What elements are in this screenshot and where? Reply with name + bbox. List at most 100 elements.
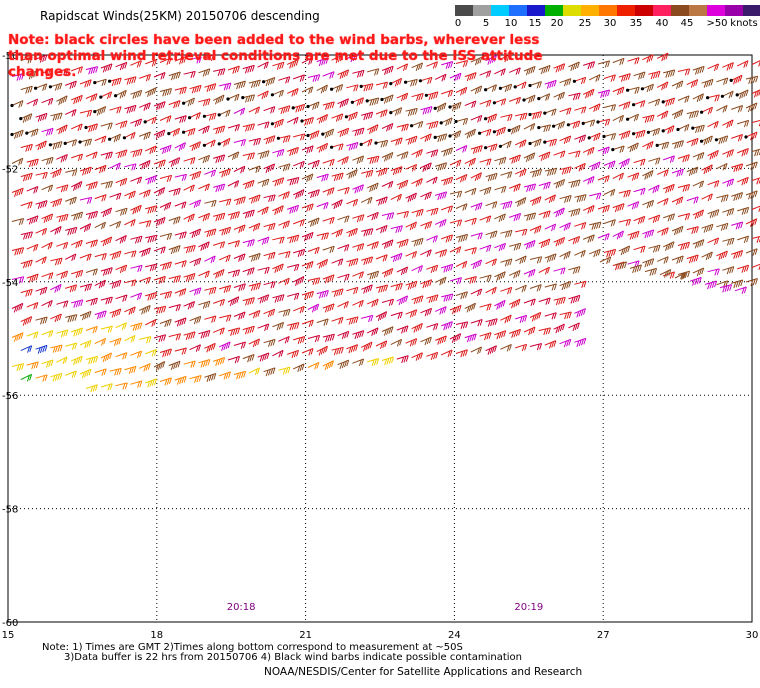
contamination-dot [484, 88, 488, 92]
wind-barb [603, 74, 616, 82]
wind-barb [716, 135, 729, 145]
wind-barb [642, 83, 654, 93]
wind-barb [538, 181, 551, 190]
wind-barb [346, 344, 359, 354]
wind-barb [361, 228, 374, 237]
wind-barb [278, 220, 290, 229]
wind-barb [71, 269, 84, 278]
wind-barb [730, 74, 743, 85]
wind-barb [618, 73, 631, 82]
axis-labels: 15 18 21 24 27 30 -50 -52 -54 -56 -58 -60 [2, 51, 759, 641]
wind-barb [514, 81, 527, 90]
wind-barb [352, 299, 364, 308]
wind-barb [189, 84, 202, 94]
wind-barb [124, 365, 137, 374]
wind-barb [648, 157, 661, 165]
credit-line: NOAA/NESDIS/Center for Satellite Applica… [264, 666, 583, 678]
wind-barb [227, 355, 240, 364]
contamination-dot [522, 98, 526, 102]
wind-barb [56, 270, 69, 279]
wind-barb [523, 268, 536, 278]
wind-barb [455, 291, 468, 300]
wind-barb [441, 293, 454, 302]
wind-barb [500, 83, 513, 92]
wind-barb [405, 192, 417, 203]
contamination-dot [720, 94, 725, 98]
wind-barb [352, 358, 365, 367]
legend-tick-label: 5 [482, 18, 490, 29]
lat-tick-label: -52 [2, 164, 18, 175]
wind-barb [731, 163, 744, 173]
wind-barb [716, 222, 729, 231]
wind-barb [583, 119, 596, 127]
wind-barb [361, 256, 374, 266]
map-title: Rapidscat Winds(25KM) 20150706 descendin… [40, 9, 320, 23]
legend-tick-label: 20 [550, 18, 564, 29]
wind-barb [633, 158, 646, 166]
contamination-dot [48, 85, 53, 89]
wind-barb [745, 218, 758, 227]
wind-barb [301, 117, 314, 126]
wind-barb [198, 98, 211, 107]
wind-barb [159, 115, 172, 123]
wind-barb [751, 205, 760, 212]
legend-tick-label: 0 [454, 18, 462, 29]
wind-barb [381, 151, 394, 162]
wind-barb [352, 214, 365, 223]
wind-barb [568, 179, 581, 188]
contamination-dot [484, 146, 488, 150]
wind-barb [701, 135, 713, 146]
wind-barb [509, 328, 521, 338]
wind-barb [509, 183, 521, 192]
wind-barb [751, 148, 760, 157]
wind-barb [56, 241, 69, 250]
wind-barb [337, 187, 350, 195]
legend-swatch [707, 5, 725, 16]
wind-barb [287, 292, 300, 301]
wind-barb [145, 263, 158, 272]
contamination-dot [122, 136, 126, 140]
wind-barb [293, 219, 305, 227]
wind-barb [272, 177, 285, 187]
wind-barb [514, 139, 527, 148]
wind-barb [204, 315, 217, 323]
wind-barb [553, 207, 565, 218]
wind-barb [233, 165, 246, 174]
wind-barb [396, 179, 409, 190]
wind-barb [485, 172, 498, 182]
wind-barb [159, 348, 172, 358]
wind-barb [553, 323, 565, 334]
wind-barb [100, 91, 113, 100]
wind-barb [100, 236, 113, 247]
wind-barb [198, 183, 210, 192]
wind-barb [124, 104, 137, 114]
wind-barb [500, 258, 513, 267]
wind-barb [449, 130, 462, 139]
wind-barb [612, 203, 625, 213]
wind-barb [663, 69, 676, 78]
wind-barb [674, 272, 687, 280]
wind-barb [426, 294, 439, 304]
contamination-dot [262, 80, 266, 84]
wind-barb [130, 204, 142, 215]
wind-barb [352, 271, 364, 279]
wind-barb [479, 303, 492, 311]
contamination-dot [10, 132, 14, 137]
wind-barb [242, 325, 255, 335]
wind-barb [701, 193, 713, 202]
wind-barb [115, 61, 128, 71]
contamination-dot [330, 145, 334, 149]
wind-barb [583, 61, 596, 70]
wind-barb [455, 86, 468, 96]
contamination-dot [498, 144, 502, 148]
wind-barb [677, 270, 691, 280]
wind-barb [346, 198, 359, 207]
wind-barb [509, 242, 522, 251]
contamination-dot [661, 129, 665, 133]
lon-tick-label: 18 [150, 630, 163, 641]
wind-barb [479, 70, 492, 78]
wind-barb [242, 152, 255, 161]
wind-barb [381, 65, 394, 75]
contamination-dot [167, 132, 171, 136]
wind-barb [375, 311, 388, 321]
